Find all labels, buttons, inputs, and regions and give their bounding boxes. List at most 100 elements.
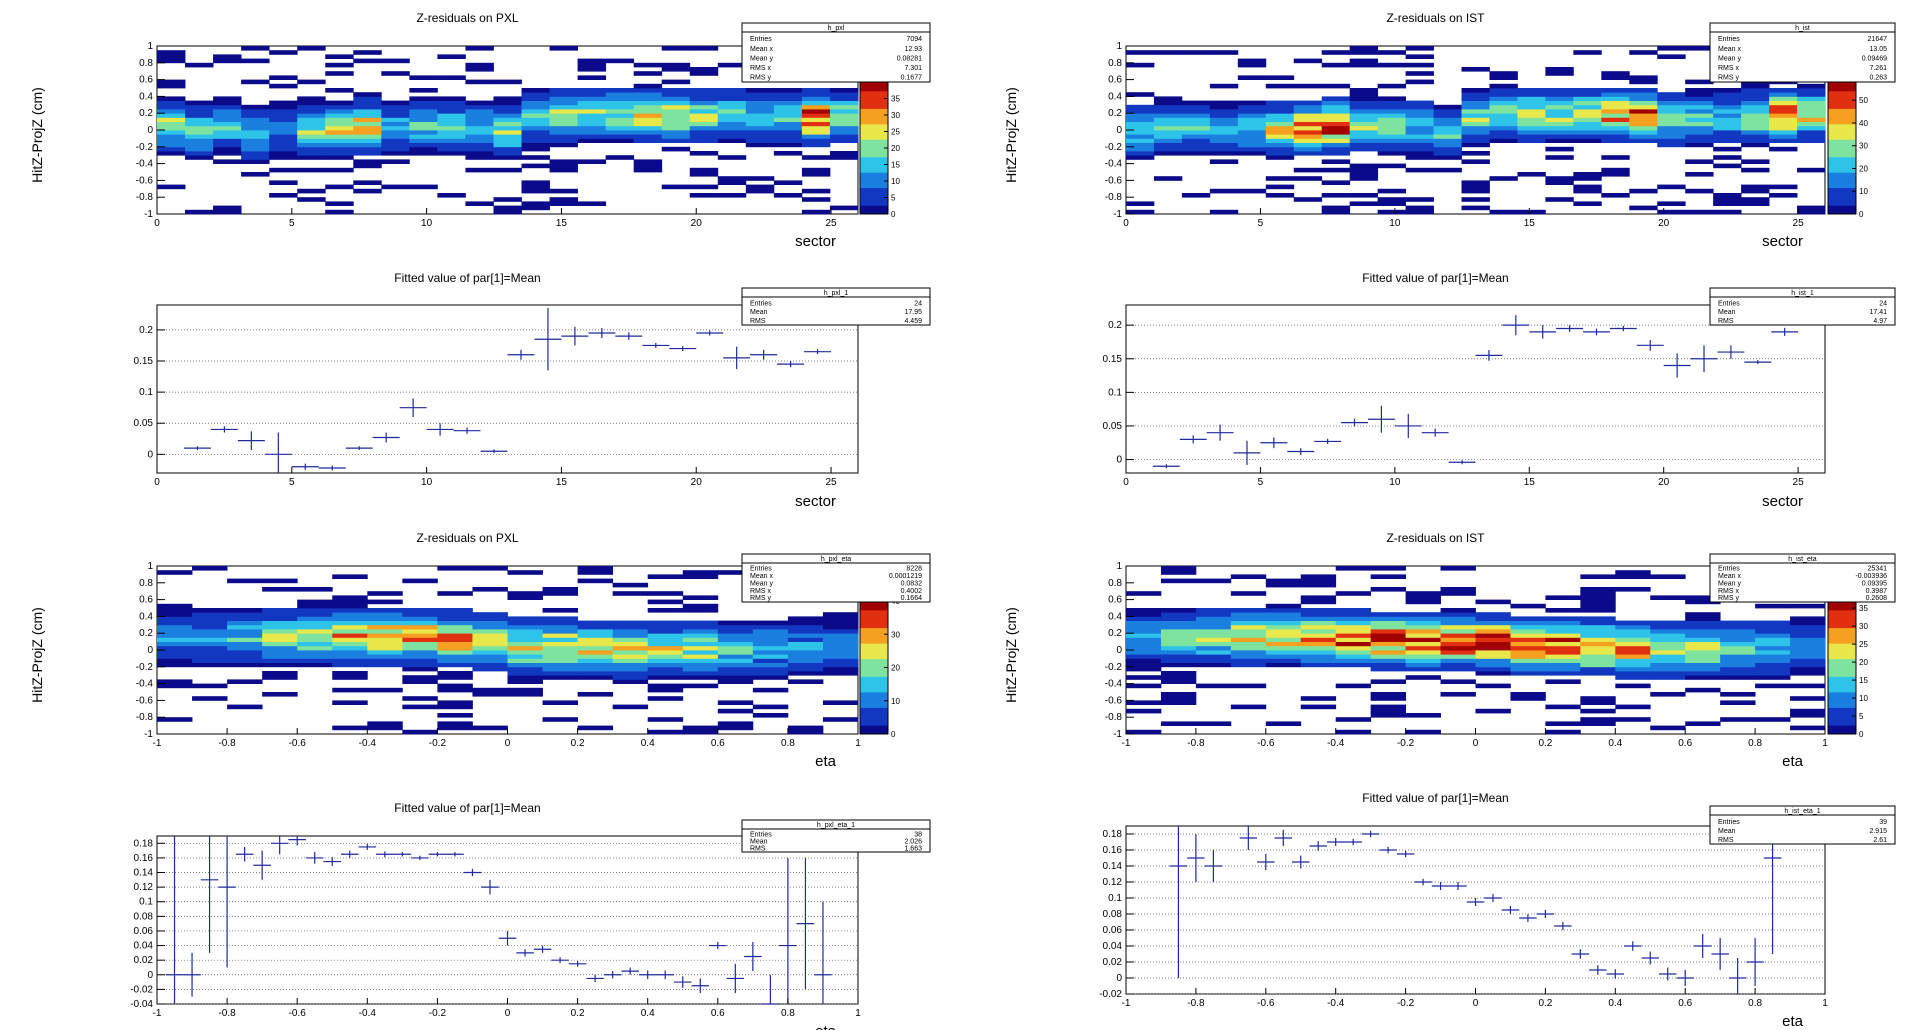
heatmap-cell [1657,100,1686,106]
colorbar-tick-label: 10 [1859,187,1868,196]
heatmap-cell [472,645,508,651]
heatmap-cell [647,696,684,701]
x-tick-label: 0.8 [781,1008,795,1019]
heatmap-cell [1370,696,1406,701]
heatmap-cell [682,671,719,676]
heatmap-cell [381,104,410,110]
heatmap-cell [353,117,382,122]
heatmap-cell [1580,616,1616,621]
heatmap-cell [1629,50,1658,55]
heatmap-cell [605,109,635,114]
heatmap-cell [1510,662,1546,668]
colorbar-step [1828,117,1856,120]
heatmap-cell [1580,591,1616,596]
heatmap-cell [1321,130,1351,135]
colorbar-step [860,714,888,717]
data-point [1763,826,1782,954]
heatmap-cell [689,134,719,139]
heatmap-cell [241,151,270,156]
heatmap-cell [1755,637,1791,642]
heatmap-cell [1573,172,1602,177]
x-tick-label: 10 [1389,218,1401,229]
heatmap-cells [1126,566,1826,735]
heatmap-cell [1195,683,1232,689]
heatmap-cell [633,92,663,97]
heatmap-cell [752,637,789,642]
heatmap-cell [549,117,578,122]
heatmap-cell [1153,176,1183,181]
stats-name: h_pxl_1 [824,290,849,297]
heatmap-cell [1573,188,1602,194]
heatmap-cell [787,624,824,630]
heatmap-cell [437,146,466,152]
heatmap-cell [521,88,550,93]
heatmap-cell [1405,209,1434,215]
heatmap-cell [1615,675,1651,680]
heatmap-cell [752,641,789,647]
heatmap-cell [332,700,368,705]
heatmap-cell [1265,146,1295,152]
colorbar-step [1828,649,1856,653]
heatmap-cell [717,62,747,68]
heatmap-cell [1209,209,1239,215]
heatmap-cell [1153,121,1183,127]
heatmap-cell [1160,629,1197,634]
heatmap-cell [1797,109,1826,114]
heatmap-cell [507,654,543,659]
heatmap-cell [437,151,466,156]
heatmap-cell [1209,100,1239,106]
heatmap-cell [1293,104,1323,110]
heatmap-cell [1126,155,1155,160]
heatmap-cell [1573,117,1602,122]
heatmap-cell [1629,96,1658,101]
heatmap-cell [633,109,663,114]
colorbar-step [1828,658,1856,662]
stats-value: 2.61 [1873,837,1887,844]
heatmap-cell [1461,151,1490,156]
heatmap-cell [1433,167,1462,173]
heatmap-cell [1265,612,1302,617]
heatmap-cell [1405,134,1434,139]
heatmap-cell [381,151,410,156]
colorbar-step [1828,685,1856,688]
heatmap-cell [1741,109,1770,114]
heatmap-cell [661,100,691,106]
heatmap-cell [1126,121,1155,127]
colorbar-step [1828,660,1856,664]
heatmap-cell [1349,134,1379,139]
heatmap-cell [1650,650,1686,655]
heatmap-cell [661,134,691,139]
heatmap-cell [1265,151,1295,156]
heatmap-cell [549,113,578,118]
heatmap-cell [787,666,824,672]
heatmap-cell [1489,121,1518,127]
heatmap-cell [1335,641,1372,647]
heatmap-cell [577,109,607,114]
x-tick-label: 1 [855,738,861,749]
heatmap-cell [633,130,663,135]
heatmap-cell [1461,104,1490,110]
heatmap-cell [192,620,228,626]
heatmap-cell [1601,134,1630,139]
heatmap-cell [241,155,270,160]
heatmap-cell [829,113,859,118]
heatmap-cell [717,624,754,630]
heatmap-cell [612,620,649,626]
chart-title: Z-residuals on IST [1386,11,1485,25]
heatmap-cell [801,117,831,122]
heatmap-cell [1405,629,1441,634]
heatmap-cell [241,142,270,148]
heatmap-cell [1573,50,1602,55]
y-tick-label: 0.8 [139,578,153,589]
heatmap-cell [829,100,859,106]
heatmap-cell [1475,671,1511,676]
heatmap-cell [1510,666,1546,672]
heatmap-cell [1517,113,1546,118]
heatmap-cell [1797,113,1826,118]
heatmap-cell [1755,620,1791,626]
heatmap-cell [605,88,635,93]
heatmap-cell [507,633,543,638]
heatmap-cell [381,184,410,190]
heatmap-cell [1685,117,1714,122]
markers [183,308,832,473]
